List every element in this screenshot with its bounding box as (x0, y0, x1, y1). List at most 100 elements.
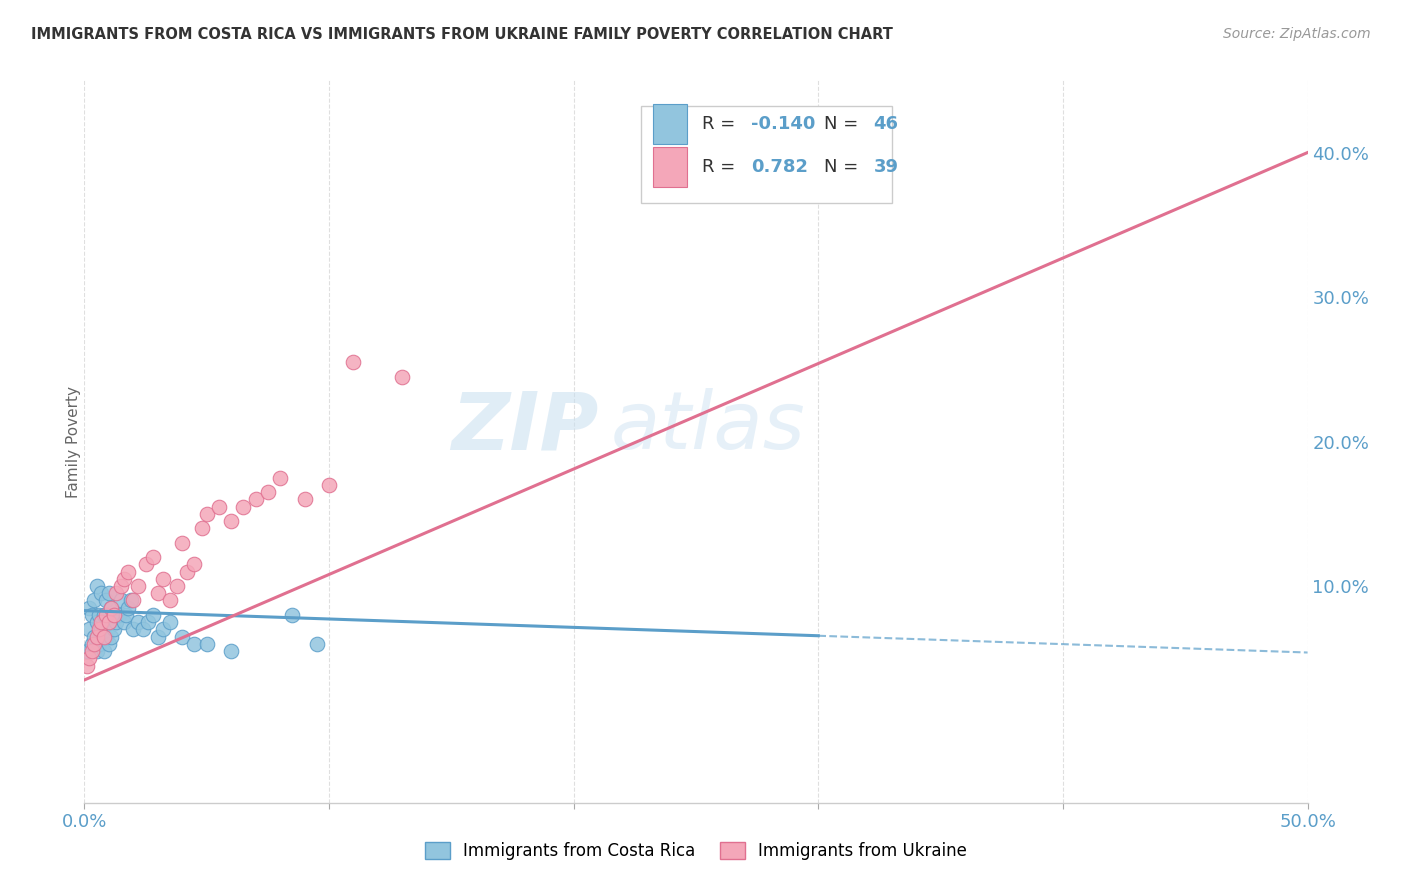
Point (110, 593, 132, 607)
Point (391, 369, 413, 384)
Point (76, 644, 98, 658)
Text: N =: N = (824, 115, 865, 133)
Point (110, 579, 132, 593)
Point (80, 644, 103, 658)
Point (120, 593, 142, 607)
Point (183, 637, 205, 651)
Point (195, 507, 218, 521)
Point (318, 478, 340, 492)
Point (136, 615, 159, 630)
Point (90, 623, 112, 637)
Point (105, 615, 128, 630)
Point (342, 355, 364, 369)
Point (93, 630, 115, 644)
Point (86, 615, 108, 630)
Point (195, 637, 218, 651)
Point (112, 615, 135, 630)
Point (122, 623, 145, 637)
Point (122, 593, 145, 607)
Point (172, 535, 194, 549)
Point (105, 586, 128, 600)
Point (100, 600, 122, 615)
Point (159, 615, 181, 630)
Bar (654, 103, 688, 144)
Point (245, 492, 267, 507)
Point (96, 630, 118, 644)
Point (100, 600, 122, 615)
Point (97, 637, 120, 651)
Point (152, 572, 174, 586)
Point (87, 607, 110, 622)
Point (146, 586, 169, 600)
Point (132, 623, 155, 637)
Point (83, 637, 105, 651)
Point (93, 644, 115, 658)
Y-axis label: Family Poverty: Family Poverty (66, 385, 80, 498)
Point (219, 644, 242, 658)
Point (135, 558, 157, 572)
Point (83, 630, 105, 644)
Point (117, 600, 139, 615)
Point (77, 600, 100, 615)
Point (219, 514, 242, 528)
Point (232, 500, 254, 514)
Point (87, 623, 110, 637)
Point (86, 579, 108, 593)
Point (107, 607, 129, 622)
Point (93, 607, 115, 622)
Legend: Immigrants from Costa Rica, Immigrants from Ukraine: Immigrants from Costa Rica, Immigrants f… (418, 835, 974, 867)
Text: 46: 46 (873, 115, 898, 133)
Point (77, 623, 100, 637)
Point (86, 644, 108, 658)
Text: Source: ZipAtlas.com: Source: ZipAtlas.com (1223, 27, 1371, 41)
Text: atlas: atlas (610, 388, 806, 467)
Bar (654, 147, 688, 186)
Text: IMMIGRANTS FROM COSTA RICA VS IMMIGRANTS FROM UKRAINE FAMILY POVERTY CORRELATION: IMMIGRANTS FROM COSTA RICA VS IMMIGRANTS… (31, 27, 893, 42)
Point (142, 550, 165, 565)
Text: R =: R = (702, 158, 741, 176)
Point (112, 572, 135, 586)
Point (127, 579, 149, 593)
Point (80, 637, 103, 651)
Point (191, 521, 214, 535)
Point (142, 607, 165, 622)
Point (115, 607, 138, 622)
Point (152, 623, 174, 637)
Point (208, 500, 231, 514)
Point (87, 637, 110, 651)
Point (76, 658, 98, 673)
Point (103, 607, 125, 622)
Text: R =: R = (702, 115, 741, 133)
Text: 0.782: 0.782 (751, 158, 808, 176)
Point (166, 579, 188, 593)
Point (90, 586, 112, 600)
Text: 39: 39 (873, 158, 898, 176)
Point (77, 651, 100, 665)
Point (97, 615, 120, 630)
Point (96, 593, 118, 607)
Point (96, 607, 118, 622)
Text: ZIP: ZIP (451, 388, 598, 467)
Point (90, 615, 112, 630)
FancyBboxPatch shape (641, 105, 891, 203)
Point (100, 630, 122, 644)
Point (176, 565, 198, 579)
Text: N =: N = (824, 158, 865, 176)
Point (103, 607, 125, 622)
Text: -0.140: -0.140 (751, 115, 815, 133)
Point (269, 471, 291, 485)
Point (159, 593, 181, 607)
Point (97, 615, 120, 630)
Point (103, 623, 125, 637)
Point (127, 615, 149, 630)
Point (294, 492, 316, 507)
Point (117, 565, 139, 579)
Point (86, 630, 108, 644)
Point (183, 558, 205, 572)
Point (281, 607, 304, 622)
Point (80, 607, 103, 622)
Point (146, 630, 169, 644)
Point (257, 485, 280, 500)
Point (172, 630, 194, 644)
Point (83, 593, 105, 607)
